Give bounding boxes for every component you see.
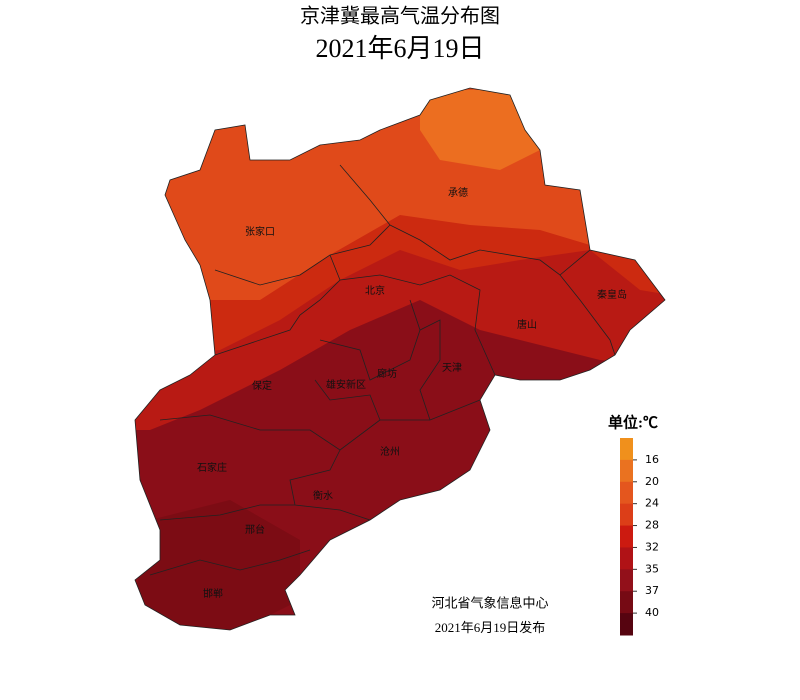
- place-label: 保定: [252, 379, 272, 392]
- legend-swatch: [620, 525, 633, 548]
- legend-tick-label: 35: [645, 562, 659, 575]
- place-label: 雄安新区: [326, 378, 366, 391]
- legend-swatch: [620, 613, 633, 636]
- place-label: 沧州: [380, 445, 400, 458]
- place-label: 秦皇岛: [597, 288, 627, 301]
- legend-tick-label: 20: [645, 475, 659, 488]
- legend-swatch: [620, 547, 633, 570]
- title: 京津冀最高气温分布图: [300, 5, 500, 28]
- zone-cold: [420, 90, 540, 170]
- place-label: 邯郸: [203, 587, 223, 600]
- legend-swatch: [620, 438, 633, 461]
- place-label: 廊坊: [377, 367, 397, 380]
- subtitle: 2021年6月19日: [315, 34, 484, 63]
- legend-tick-label: 28: [645, 519, 659, 532]
- legend-swatch: [620, 481, 633, 505]
- legend-tick-label: 16: [645, 453, 659, 466]
- place-label: 石家庄: [197, 461, 227, 474]
- place-label: 承德: [448, 186, 468, 199]
- boundaries: [149, 164, 616, 576]
- legend-tick-label: 37: [645, 584, 659, 597]
- place-label: 衡水: [313, 490, 333, 502]
- zone-south: [135, 500, 300, 630]
- place-label: 张家口: [245, 225, 275, 238]
- legend-title: 单位:℃: [608, 413, 658, 431]
- legend: 单位:℃ 16 20 24 28 32 35 37 40: [608, 413, 659, 636]
- legend-swatch: [620, 569, 633, 592]
- legend-tick-label: 40: [645, 606, 659, 619]
- place-label: 邢台: [245, 523, 265, 536]
- issue-date: 2021年6月19日发布: [435, 620, 546, 635]
- temperature-map: [135, 88, 665, 630]
- place-label: 北京: [365, 284, 385, 297]
- legend-tick-label: 24: [645, 497, 659, 510]
- place-label: 天津: [442, 362, 462, 374]
- legend-swatch: [620, 503, 633, 527]
- source: 河北省气象信息中心: [431, 596, 548, 612]
- place-label: 唐山: [517, 318, 537, 331]
- legend-swatch: [620, 459, 633, 483]
- legend-swatch: [620, 591, 633, 614]
- legend-tick-label: 32: [645, 540, 659, 553]
